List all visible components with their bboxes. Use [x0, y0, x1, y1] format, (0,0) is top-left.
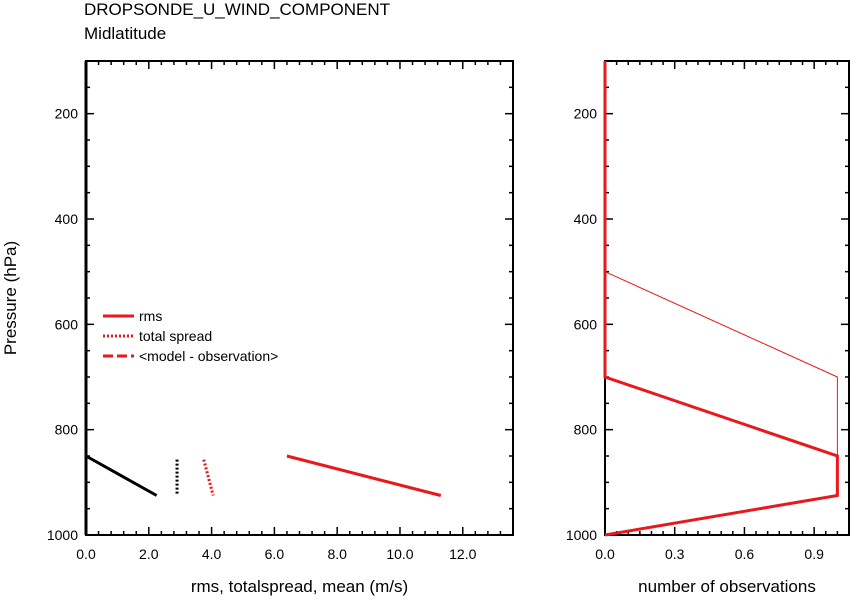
panel1-xtick-label: 10.0 — [386, 546, 413, 562]
panel1-series-rms — [286, 454, 442, 497]
panel1-ytick-label: 400 — [55, 211, 79, 227]
panel2-xtick-label: 0.9 — [804, 546, 824, 562]
panel2-ytick-label: 600 — [574, 316, 598, 332]
panel2-xtick-label: 0.3 — [665, 546, 685, 562]
panel2-ytick-label: 800 — [574, 422, 598, 438]
panel2-frame — [604, 60, 850, 536]
panel2-series-thin — [604, 271, 838, 456]
panel1-ytick-label: 800 — [55, 422, 79, 438]
legend-label-1: total spread — [139, 328, 212, 344]
panel1-xtick-label: 2.0 — [139, 546, 159, 562]
panel2-ytick-label: 1000 — [566, 527, 597, 543]
chart-title: DROPSONDE_U_WIND_COMPONENT — [84, 0, 390, 19]
panel1-xtick-label: 12.0 — [449, 546, 476, 562]
panel2-series-thick — [603, 61, 839, 537]
chart-subtitle: Midlatitude — [84, 24, 166, 43]
panel2-xtick-label: 0.6 — [735, 546, 755, 562]
panel1-ytick-label: 200 — [55, 106, 79, 122]
panel1-ytick-label: 600 — [55, 316, 79, 332]
panel2-xaxis-label: number of observations — [638, 577, 816, 596]
panel1-xaxis-label: rms, totalspread, mean (m/s) — [191, 577, 408, 596]
panel1-series-black-solid — [85, 454, 158, 497]
panel1-frame — [85, 60, 514, 536]
panel1-xtick-label: 6.0 — [265, 546, 285, 562]
panel1-yaxis-label: Pressure (hPa) — [1, 241, 20, 355]
panel1-ytick-label: 1000 — [47, 527, 78, 543]
panel1-xtick-label: 4.0 — [202, 546, 222, 562]
panel1-xtick-label: 0.0 — [76, 546, 96, 562]
legend-label-2: <model - observation> — [139, 348, 278, 364]
panel1-series-total-spread — [202, 459, 215, 496]
panel2-xtick-label: 0.0 — [595, 546, 615, 562]
panel2-ytick-label: 400 — [574, 211, 598, 227]
legend-label-0: rms — [139, 308, 162, 324]
panel2-ytick-label: 200 — [574, 106, 598, 122]
panel1-xtick-label: 8.0 — [327, 546, 347, 562]
